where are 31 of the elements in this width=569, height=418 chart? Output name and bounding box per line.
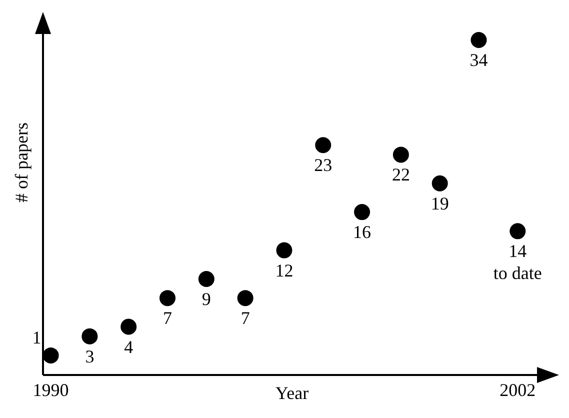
point	[276, 242, 292, 258]
point	[237, 290, 254, 306]
point	[354, 204, 370, 220]
x-tick-label: 1990	[32, 380, 69, 400]
point	[82, 328, 98, 344]
point	[392, 146, 409, 163]
x-axis-title: Year	[275, 383, 309, 403]
point	[510, 223, 526, 240]
x-tick-label: 2002	[500, 380, 536, 400]
point	[432, 175, 448, 192]
point	[470, 32, 487, 48]
point	[160, 290, 176, 306]
data-label: 4	[124, 336, 134, 357]
data-label: 22	[392, 164, 410, 185]
point	[198, 270, 214, 287]
data-label: 16	[353, 222, 372, 242]
data-label: 9	[202, 288, 211, 309]
point	[120, 318, 137, 335]
data-label: 19	[430, 193, 449, 214]
annotation: to date	[493, 263, 542, 284]
point	[315, 137, 332, 154]
data-label: 23	[314, 155, 332, 176]
data-label: 3	[85, 346, 94, 366]
data-label: 7	[163, 308, 172, 328]
data-label: 14	[508, 241, 527, 262]
point	[43, 347, 59, 364]
data-label: 34	[470, 50, 488, 70]
data-label: 12	[275, 260, 294, 280]
data-label: 7	[240, 308, 250, 328]
y-axis-title: # of papers	[11, 122, 32, 202]
data-label: 1	[32, 327, 42, 348]
